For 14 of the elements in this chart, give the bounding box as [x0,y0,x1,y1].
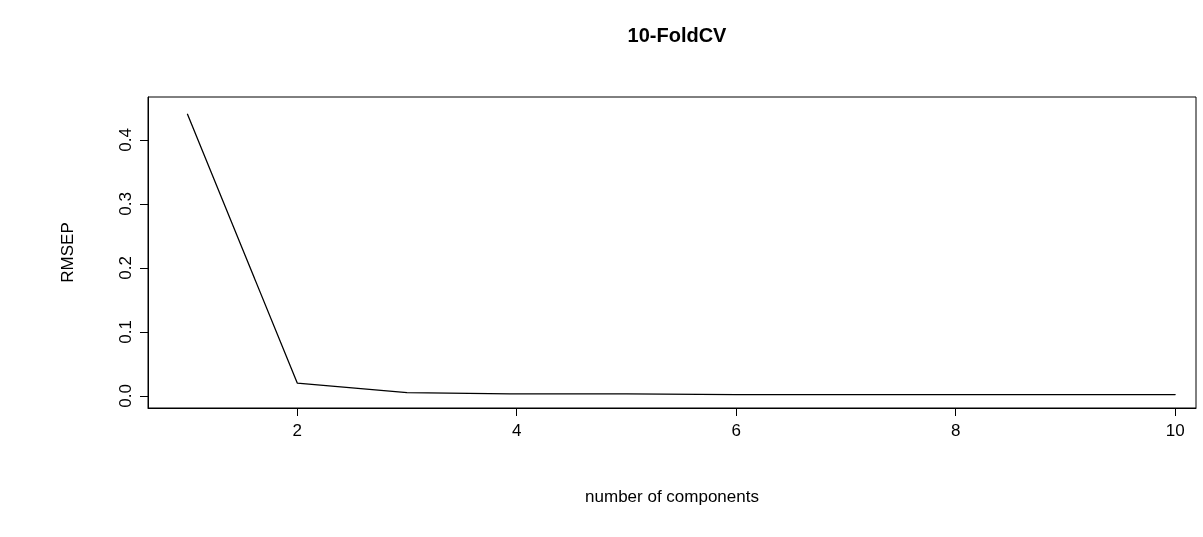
x-tick-label: 8 [950,421,961,440]
x-axis-title: number of components [585,487,759,506]
y-tick-label: 0.0 [116,384,135,408]
y-tick-label: 0.2 [116,256,135,280]
y-tick-label: 0.3 [116,192,135,216]
x-tick-label: 6 [731,421,741,440]
chart-title: 10-FoldCV [627,24,728,46]
x-tick-label: 4 [511,421,522,440]
line-series [186,113,1176,396]
y-tick-label: 0.4 [116,128,135,152]
y-tick-label: 0.1 [116,320,135,344]
x-tick-label: 10 [1165,421,1185,440]
y-axis-title: RMSEP [58,222,77,283]
x-tick-label: 2 [292,421,302,440]
